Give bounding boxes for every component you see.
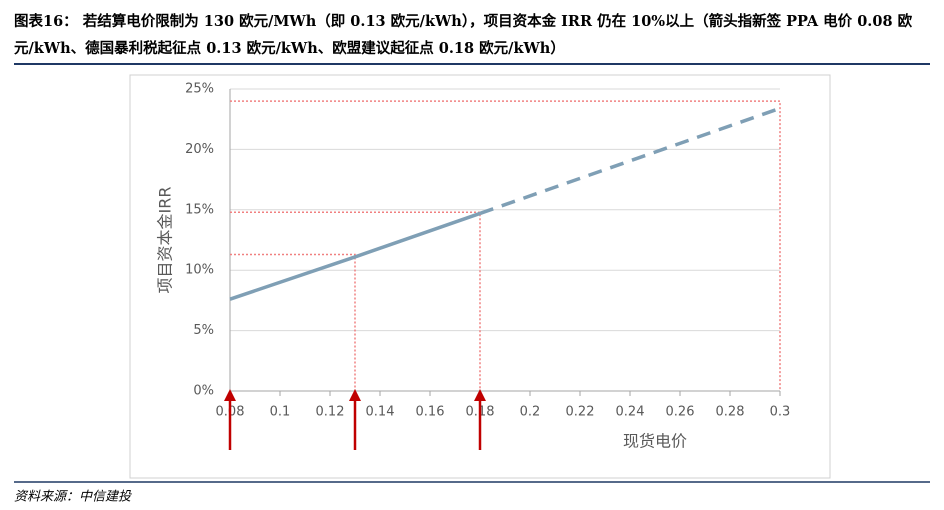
arrow-head: [224, 389, 236, 401]
figure-title: 图表16： 若结算电价限制为 130 欧元/MWh（即 0.13 欧元/kWh）…: [14, 13, 913, 57]
arrow: [474, 389, 486, 450]
y-tick-label: 10%: [185, 263, 214, 278]
arrow: [349, 389, 361, 450]
x-tick-label: 0.24: [616, 405, 645, 420]
arrow-head: [349, 389, 361, 401]
x-tick-label: 0.26: [666, 405, 695, 420]
x-tick-label: 0.16: [416, 405, 445, 420]
x-tick-label: 0.22: [566, 405, 595, 420]
y-tick-label: 5%: [193, 323, 214, 338]
x-tick-label: 0.3: [770, 405, 791, 420]
chart-frame: [129, 74, 831, 479]
y-tick-label: 0%: [193, 384, 214, 399]
arrow: [224, 389, 236, 450]
y-tick-label: 15%: [185, 202, 214, 217]
x-tick-label: 0.14: [366, 405, 395, 420]
x-tick-label: 0.2: [520, 405, 541, 420]
arrow-head: [474, 389, 486, 401]
y-axis-label: 项目资本金IRR: [156, 187, 175, 294]
x-axis-label: 现货电价: [623, 432, 687, 451]
source: 资料来源：中信建投: [14, 490, 132, 505]
x-tick-label: 0.12: [316, 405, 345, 420]
y-tick-label: 25%: [185, 82, 214, 97]
line-series: [229, 211, 481, 301]
y-tick-label: 20%: [185, 142, 214, 157]
reference-line: [230, 253, 356, 391]
x-tick-label: 0.28: [716, 405, 745, 420]
reference-line: [230, 100, 781, 391]
x-tick-label: 0.1: [270, 405, 291, 420]
line-series: [479, 106, 781, 216]
